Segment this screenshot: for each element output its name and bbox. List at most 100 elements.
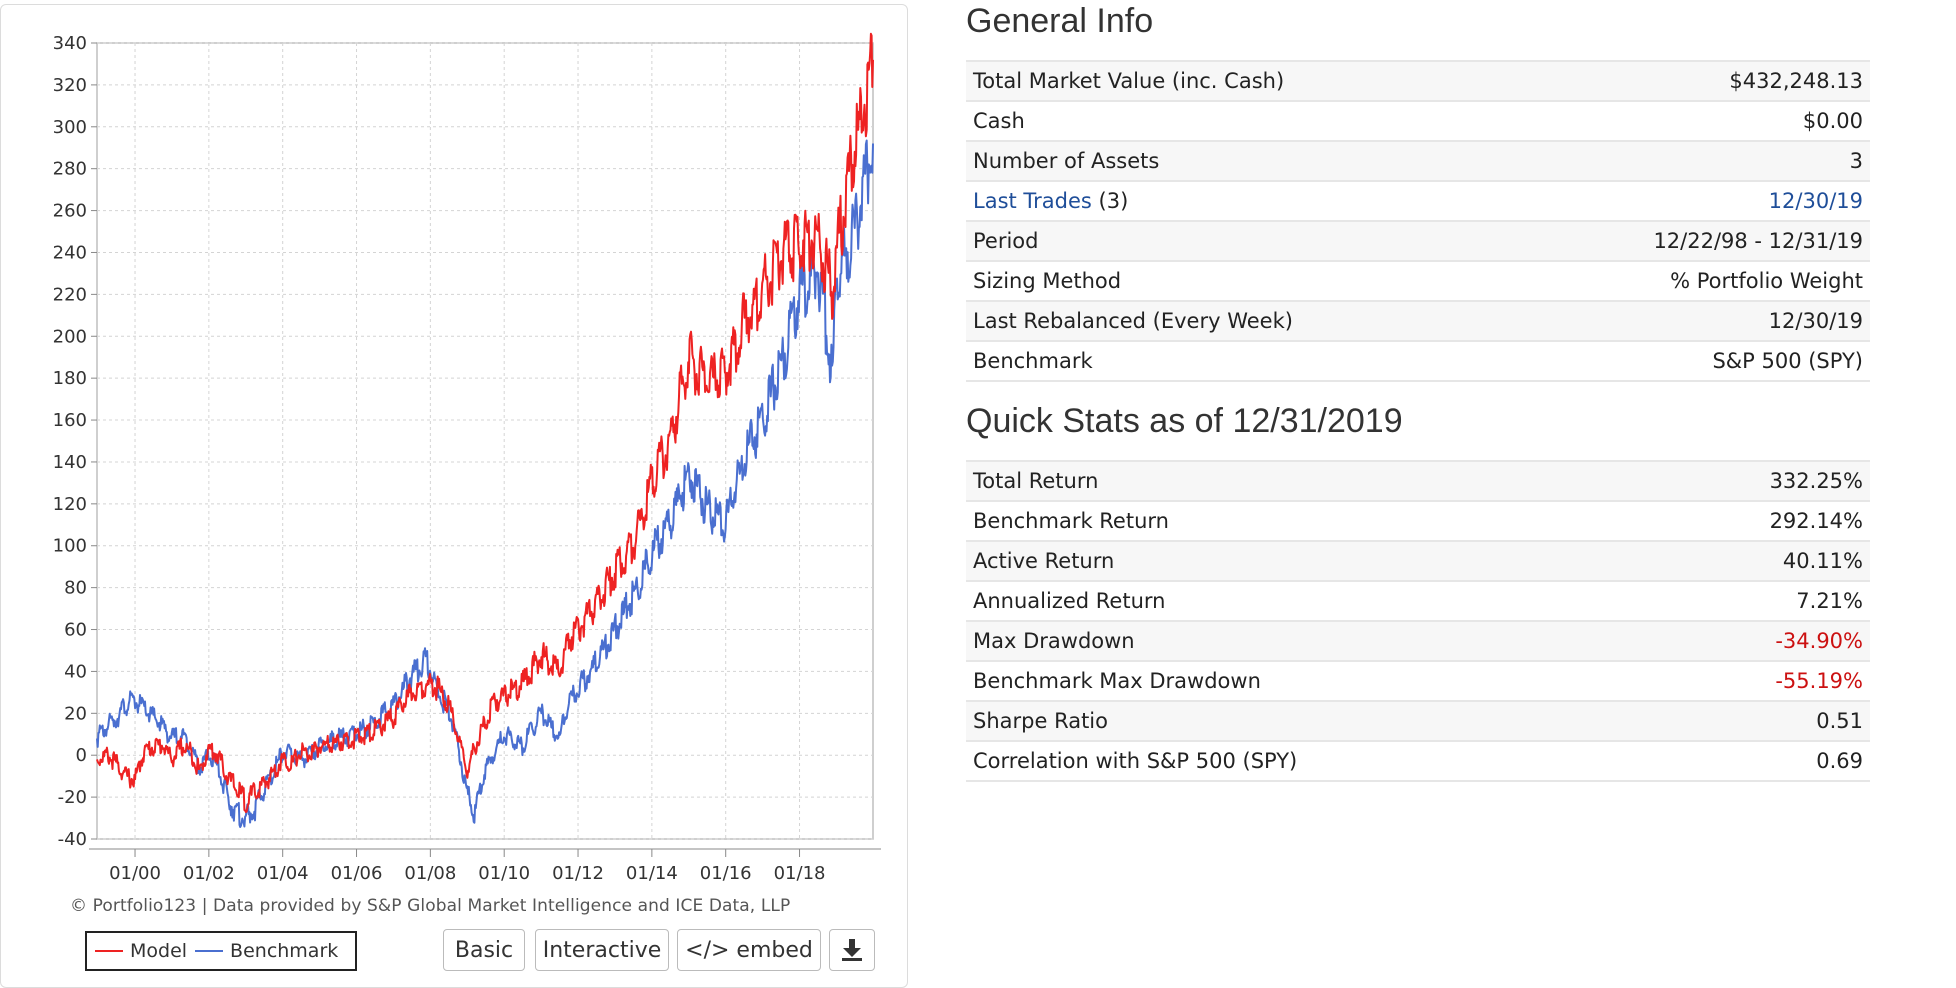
row-value: 12/30/19 [1507,180,1870,221]
table-row: Number of Assets 3 [966,140,1870,181]
basic-chart-button[interactable]: Basic [443,929,525,971]
table-row: Active Return 40.11% [966,540,1870,581]
performance-chart: -40 -20 0 20 40 60 80 100 120 140 160 180 200 220 240 2… [53,32,881,884]
x-tick-label: 01/16 [700,863,752,884]
y-tick-label: 40 [64,661,87,682]
row-value: $0.00 [1507,100,1870,141]
download-icon [842,939,862,961]
y-tick-label: 80 [64,578,87,599]
y-tick-label: 120 [53,494,87,515]
legend-item-benchmark: Benchmark [187,940,338,962]
row-label: Number of Assets [966,140,1508,181]
row-label: Total Market Value (inc. Cash) [966,60,1508,101]
y-tick-label: 100 [53,536,87,557]
legend-label-benchmark: Benchmark [230,940,339,962]
table-row: Total Return 332.25% [966,460,1870,501]
y-tick-label: 200 [53,326,87,347]
x-tick-label: 01/00 [109,863,161,884]
row-value: 0.51 [1652,700,1870,741]
row-value: $432,248.13 [1507,60,1870,101]
x-tick-label: 01/02 [183,863,235,884]
table-row: Benchmark Max Drawdown -55.19% [966,660,1870,701]
row-value: S&P 500 (SPY) [1507,340,1870,382]
y-tick-label: 240 [53,242,87,263]
legend-label-model: Model [130,940,188,962]
x-tick-label: 01/04 [257,863,309,884]
last-trades-link[interactable]: Last Trades [973,189,1092,213]
row-value: -34.90% [1652,620,1870,661]
row-label: Max Drawdown [966,620,1653,661]
interactive-chart-button[interactable]: Interactive [535,929,669,971]
y-tick-label: 60 [64,620,87,641]
row-value: 3 [1507,140,1870,181]
row-label: Annualized Return [966,580,1653,621]
table-row: Correlation with S&P 500 (SPY) 0.69 [966,740,1870,782]
quick-stats-title: Quick Stats as of 12/31/2019 [966,402,1403,440]
benchmark-series-line [96,139,874,828]
x-tick-label: 01/14 [626,863,678,884]
embed-button[interactable]: </> embed [677,929,821,971]
y-tick-label: 0 [76,745,87,766]
row-value: 12/22/98 - 12/31/19 [1507,220,1870,261]
chart-credit: © Portfolio123 | Data provided by S&P Gl… [70,896,791,916]
table-row: Cash $0.00 [966,100,1870,141]
y-tick-label: 140 [53,452,87,473]
table-row: Sharpe Ratio 0.51 [966,700,1870,741]
table-row: Annualized Return 7.21% [966,580,1870,621]
row-label: Benchmark [966,340,1508,382]
table-row: Max Drawdown -34.90% [966,620,1870,661]
legend-item-model: Model [87,940,187,962]
y-tick-label: 220 [53,284,87,305]
table-row: Benchmark Return 292.14% [966,500,1870,541]
row-value: 12/30/19 [1507,300,1870,341]
last-trades-count: (3) [1098,189,1129,213]
general-info-title: General Info [966,2,1154,40]
row-value: -55.19% [1652,660,1870,701]
benchmark-line-swatch [195,950,224,952]
row-label: Benchmark Return [966,500,1653,541]
row-label: Last Rebalanced (Every Week) [966,300,1508,341]
general-info-table: Total Market Value (inc. Cash) $432,248.… [966,60,1870,382]
row-label: Cash [966,100,1508,141]
table-row: Last Trades (3) 12/30/19 [966,180,1870,221]
x-tick-label: 01/10 [478,863,530,884]
y-tick-label: 320 [53,75,87,96]
table-row: Total Market Value (inc. Cash) $432,248.… [966,60,1870,101]
x-tick-label: 01/08 [404,863,456,884]
y-tick-label: 160 [53,410,87,431]
download-button[interactable] [829,929,875,971]
y-tick-label: -20 [58,787,87,808]
table-row: Last Rebalanced (Every Week) 12/30/19 [966,300,1870,341]
row-label: Sharpe Ratio [966,700,1653,741]
y-tick-label: 340 [53,33,87,54]
model-series-line [96,32,874,813]
y-tick-label: 260 [53,201,87,222]
row-label: Total Return [966,460,1653,501]
row-label: Period [966,220,1508,261]
table-row: Sizing Method % Portfolio Weight [966,260,1870,301]
y-tick-label: -40 [58,829,87,850]
row-value: 292.14% [1652,500,1870,541]
chart-legend: Model Benchmark [85,931,357,971]
plot-area [96,42,874,840]
row-value: 0.69 [1652,740,1870,782]
x-tick-label: 01/18 [774,863,826,884]
y-tick-label: 20 [64,703,87,724]
row-label: Last Trades (3) [966,180,1508,221]
quick-stats-table: Total Return 332.25% Benchmark Return 29… [966,460,1870,782]
table-row: Benchmark S&P 500 (SPY) [966,340,1870,382]
row-value: 40.11% [1652,540,1870,581]
row-label: Benchmark Max Drawdown [966,660,1653,701]
row-value: % Portfolio Weight [1507,260,1870,301]
row-label: Active Return [966,540,1653,581]
row-value: 332.25% [1652,460,1870,501]
x-tick-label: 01/06 [331,863,383,884]
model-line-swatch [95,950,123,952]
y-tick-label: 180 [53,368,87,389]
last-trades-date-link[interactable]: 12/30/19 [1768,189,1863,213]
table-row: Period 12/22/98 - 12/31/19 [966,220,1870,261]
y-tick-label: 280 [53,159,87,180]
row-label: Sizing Method [966,260,1508,301]
x-tick-label: 01/12 [552,863,604,884]
row-label: Correlation with S&P 500 (SPY) [966,740,1653,782]
